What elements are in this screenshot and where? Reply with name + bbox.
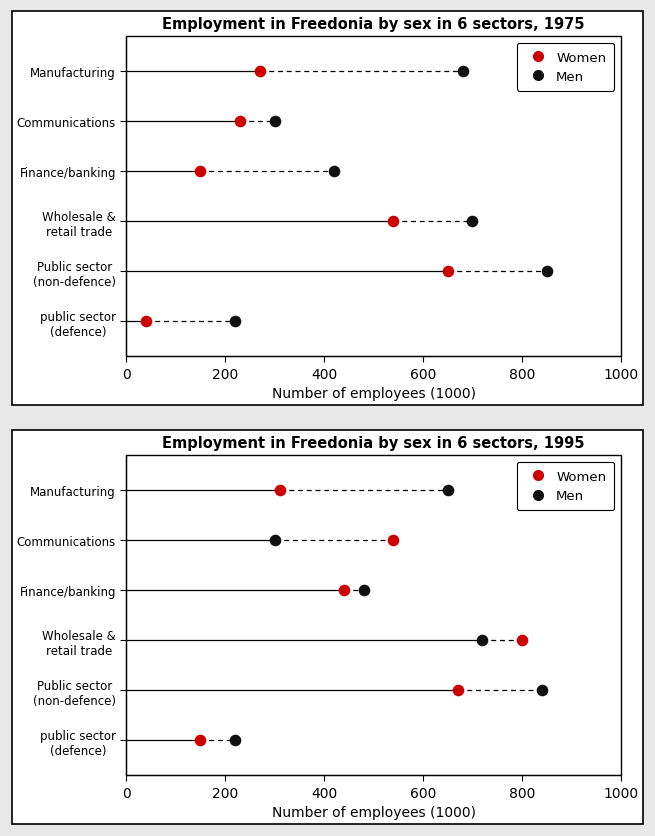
Point xyxy=(230,315,240,329)
Point xyxy=(388,534,399,548)
Legend: Women, Men: Women, Men xyxy=(517,462,614,511)
Point xyxy=(195,734,206,747)
Point xyxy=(269,534,280,548)
Title: Employment in Freedonia by sex in 6 sectors, 1995: Employment in Freedonia by sex in 6 sect… xyxy=(162,436,585,451)
Point xyxy=(358,584,369,597)
Legend: Women, Men: Women, Men xyxy=(517,43,614,92)
Point xyxy=(477,634,487,647)
Point xyxy=(269,115,280,129)
X-axis label: Number of employees (1000): Number of employees (1000) xyxy=(272,805,476,819)
Point xyxy=(443,484,453,497)
Point xyxy=(230,734,240,747)
Point xyxy=(329,166,339,179)
Point xyxy=(536,684,547,697)
Point xyxy=(195,166,206,179)
Point xyxy=(467,215,477,228)
Point xyxy=(141,315,151,329)
Point xyxy=(255,65,265,79)
Point xyxy=(453,684,463,697)
Point xyxy=(542,265,552,278)
Point xyxy=(339,584,349,597)
Point xyxy=(517,634,527,647)
Point xyxy=(443,265,453,278)
X-axis label: Number of employees (1000): Number of employees (1000) xyxy=(272,387,476,400)
Point xyxy=(388,215,399,228)
Point xyxy=(457,65,468,79)
Point xyxy=(234,115,245,129)
Point xyxy=(274,484,285,497)
Title: Employment in Freedonia by sex in 6 sectors, 1975: Employment in Freedonia by sex in 6 sect… xyxy=(162,17,585,32)
